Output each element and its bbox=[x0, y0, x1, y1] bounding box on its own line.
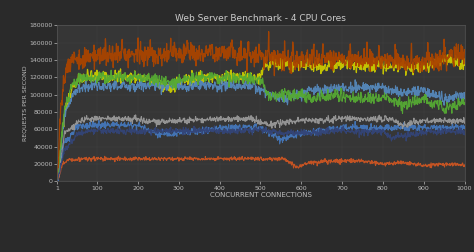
Line: Cherokee: Cherokee bbox=[57, 120, 465, 181]
Varnish bbox=[96, 125, 102, 129]
Lighttpd bbox=[133, 113, 138, 116]
Apache bbox=[96, 156, 101, 160]
Lighttpd bbox=[54, 180, 60, 183]
Lighttpd bbox=[219, 118, 225, 121]
Varnish bbox=[462, 133, 467, 136]
Apache bbox=[462, 163, 467, 166]
Cherokee bbox=[234, 127, 240, 130]
Y-axis label: REQUESTS PER SECOND: REQUESTS PER SECOND bbox=[23, 66, 28, 141]
Nginx Stable bbox=[334, 67, 340, 70]
OpenLiteSpeed bbox=[380, 94, 385, 97]
Nginx Mainline bbox=[219, 90, 225, 93]
Line: Nginx Stable: Nginx Stable bbox=[57, 54, 465, 181]
Nginx Mainline bbox=[334, 86, 340, 89]
h2o bbox=[96, 47, 102, 50]
OpenLiteSpeed bbox=[96, 79, 101, 82]
Cherokee bbox=[96, 119, 102, 122]
Nginx Stable bbox=[219, 82, 225, 85]
Line: Lighttpd: Lighttpd bbox=[57, 115, 465, 181]
Apache bbox=[116, 155, 121, 158]
Lighttpd bbox=[96, 118, 101, 121]
Cherokee bbox=[334, 125, 340, 128]
Apache bbox=[219, 158, 225, 161]
X-axis label: CONCURRENT CONNECTIONS: CONCURRENT CONNECTIONS bbox=[210, 192, 311, 198]
Cherokee bbox=[96, 122, 101, 125]
Line: h2o: h2o bbox=[57, 32, 465, 177]
Nginx Mainline bbox=[234, 86, 240, 89]
OpenLiteSpeed bbox=[108, 69, 114, 72]
Nginx Mainline bbox=[54, 180, 60, 183]
Varnish bbox=[335, 131, 340, 134]
Line: Nginx Mainline: Nginx Mainline bbox=[57, 79, 465, 181]
h2o bbox=[373, 65, 378, 68]
Apache bbox=[334, 161, 340, 164]
Lighttpd bbox=[380, 120, 385, 123]
Nginx Stable bbox=[448, 53, 454, 56]
OpenLiteSpeed bbox=[234, 75, 240, 78]
Nginx Mainline bbox=[462, 97, 467, 100]
h2o bbox=[234, 59, 240, 62]
Apache bbox=[234, 157, 240, 160]
Title: Web Server Benchmark - 4 CPU Cores: Web Server Benchmark - 4 CPU Cores bbox=[175, 14, 346, 23]
Nginx Mainline bbox=[380, 82, 385, 85]
OpenLiteSpeed bbox=[54, 179, 60, 182]
Varnish bbox=[211, 124, 217, 128]
Nginx Stable bbox=[379, 63, 385, 66]
Apache bbox=[380, 161, 385, 164]
Nginx Stable bbox=[96, 78, 101, 81]
Varnish bbox=[54, 179, 60, 182]
Varnish bbox=[220, 132, 226, 135]
Nginx Mainline bbox=[231, 77, 237, 80]
OpenLiteSpeed bbox=[334, 88, 340, 91]
Cherokee bbox=[219, 124, 225, 128]
Apache bbox=[372, 162, 378, 165]
h2o bbox=[55, 176, 60, 179]
OpenLiteSpeed bbox=[372, 96, 378, 99]
Apache bbox=[54, 180, 60, 183]
h2o bbox=[266, 30, 272, 33]
h2o bbox=[54, 174, 60, 177]
Varnish bbox=[235, 131, 240, 134]
Varnish bbox=[55, 180, 60, 183]
OpenLiteSpeed bbox=[219, 76, 225, 79]
Nginx Stable bbox=[54, 180, 60, 183]
Lighttpd bbox=[372, 118, 378, 121]
h2o bbox=[462, 48, 467, 51]
Line: Apache: Apache bbox=[57, 156, 465, 181]
h2o bbox=[219, 45, 225, 48]
Nginx Stable bbox=[372, 71, 378, 74]
Varnish bbox=[373, 130, 378, 133]
Nginx Stable bbox=[234, 79, 239, 82]
Line: Varnish: Varnish bbox=[57, 126, 465, 181]
OpenLiteSpeed bbox=[462, 101, 467, 104]
Lighttpd bbox=[334, 117, 340, 120]
Legend: Cherokee, Apache, Lighttpd, Nginx Stable, Nginx Mainline, OpenLiteSpeed, Varnish: Cherokee, Apache, Lighttpd, Nginx Stable… bbox=[100, 251, 421, 252]
Lighttpd bbox=[462, 122, 467, 125]
Nginx Stable bbox=[462, 64, 467, 67]
Cherokee bbox=[462, 127, 467, 130]
Nginx Mainline bbox=[372, 84, 378, 87]
Lighttpd bbox=[234, 118, 240, 121]
Line: OpenLiteSpeed: OpenLiteSpeed bbox=[57, 70, 465, 180]
Nginx Mainline bbox=[96, 82, 101, 85]
Cherokee bbox=[372, 127, 378, 130]
Cherokee bbox=[380, 127, 385, 130]
Cherokee bbox=[54, 180, 60, 183]
h2o bbox=[335, 56, 340, 59]
Varnish bbox=[380, 128, 386, 131]
h2o bbox=[380, 56, 386, 59]
